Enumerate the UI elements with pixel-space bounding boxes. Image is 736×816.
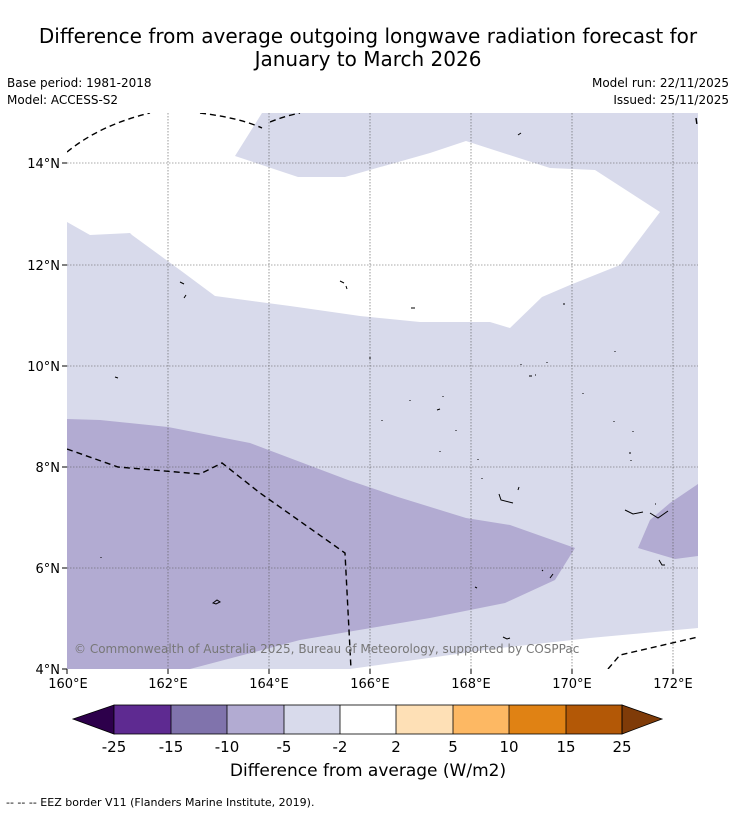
colorbar-tick-10: 10: [499, 738, 518, 756]
axis-ticks: [62, 162, 674, 674]
lon-label-166e: 166°E: [350, 677, 390, 692]
lat-label-8n: 8°N: [36, 461, 61, 476]
lon-label-168e: 168°E: [451, 677, 491, 692]
colorbar-tick-2: 2: [391, 738, 401, 756]
map-plot-area: [67, 113, 698, 669]
colorbar-over-arrow: [621, 704, 664, 735]
colorbar-swatch-4: [340, 705, 396, 734]
colorbar-swatch-1: [171, 705, 227, 734]
near-normal-region-north: [67, 113, 660, 328]
model-name: Model: ACCESS-S2: [7, 93, 119, 107]
colorbar-tick-5: 5: [448, 738, 458, 756]
lat-label-14n: 14°N: [27, 157, 60, 172]
latitude-labels: 14°N 12°N 10°N 8°N 6°N 4°N: [27, 157, 60, 678]
colorbar-tick--15: -15: [159, 738, 184, 756]
colorbar-swatch-7: [509, 705, 566, 734]
base-period: Base period: 1981-2018: [7, 76, 152, 90]
colorbar-swatch-8: [566, 705, 622, 734]
colorbar-title: Difference from average (W/m2): [229, 761, 507, 781]
lat-label-6n: 6°N: [36, 562, 61, 577]
colorbar-swatch-0: [114, 705, 171, 734]
colorbar-swatch-2: [227, 705, 284, 734]
lat-label-12n: 12°N: [27, 259, 60, 274]
eez-footnote: -- -- -- EEZ border V11 (Flanders Marine…: [6, 796, 315, 809]
colorbar-swatch-3: [284, 705, 340, 734]
islands: [100, 132, 669, 640]
lon-label-164e: 164°E: [249, 677, 289, 692]
lon-label-162e: 162°E: [148, 677, 188, 692]
colorbar-tick--2: -2: [333, 738, 348, 756]
lon-label-170e: 170°E: [552, 677, 592, 692]
lat-label-10n: 10°N: [27, 360, 60, 375]
anomaly-band-minus10-minus5: [67, 419, 575, 669]
longitude-labels: 160°E 162°E 164°E 166°E 168°E 170°E 172°…: [48, 677, 693, 692]
copyright-notice: © Commonwealth of Australia 2025, Bureau…: [74, 642, 579, 656]
colorbar-tick--5: -5: [277, 738, 292, 756]
lon-label-160e: 160°E: [48, 677, 88, 692]
colorbar-tick-15: 15: [556, 738, 575, 756]
model-run: Model run: 22/11/2025: [591, 76, 729, 90]
eez-borders: [67, 113, 698, 669]
graticule: [67, 113, 698, 669]
anomaly-patch-east: [638, 484, 698, 559]
issued-date: Issued: 25/11/2025: [613, 93, 729, 107]
colorbar-swatch-6: [453, 705, 509, 734]
near-normal-region-southeast: [350, 628, 698, 669]
colorbar-swatch-5: [396, 705, 453, 734]
colorbar-tick--10: -10: [215, 738, 240, 756]
chart-title-line-1: Difference from average outgoing longwav…: [38, 24, 698, 48]
colorbar-tick-25: 25: [612, 738, 631, 756]
colorbar: -25 -15 -10 -5 -2 2 5 10 15 25: [71, 704, 664, 756]
colorbar-tick--25: -25: [102, 738, 127, 756]
lat-label-4n: 4°N: [36, 663, 61, 678]
lon-label-172e: 172°E: [653, 677, 693, 692]
colorbar-under-arrow: [71, 704, 115, 735]
chart-title-line-2: January to March 2026: [254, 47, 482, 71]
